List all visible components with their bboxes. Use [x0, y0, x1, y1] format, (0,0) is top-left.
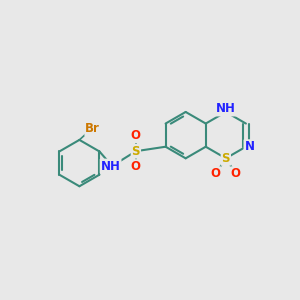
Text: O: O — [211, 167, 221, 180]
Text: Br: Br — [85, 122, 100, 135]
Text: O: O — [231, 167, 241, 180]
Text: O: O — [131, 160, 141, 173]
Text: O: O — [131, 129, 141, 142]
Text: N: N — [244, 140, 254, 153]
Text: S: S — [222, 152, 230, 165]
Text: S: S — [132, 145, 140, 158]
Text: NH: NH — [101, 160, 121, 172]
Text: NH: NH — [216, 103, 236, 116]
